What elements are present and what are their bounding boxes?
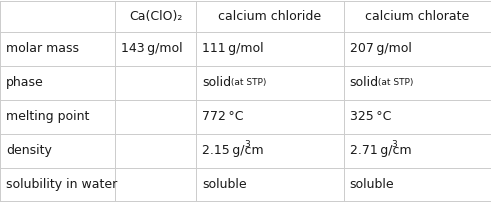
Text: 3: 3 — [244, 140, 250, 149]
Text: melting point: melting point — [6, 110, 89, 123]
Text: 325 °C: 325 °C — [350, 110, 391, 123]
Text: 772 °C: 772 °C — [202, 110, 244, 123]
Text: 111 g/mol: 111 g/mol — [202, 42, 264, 55]
Text: calcium chlorate: calcium chlorate — [365, 10, 469, 23]
Text: 3: 3 — [391, 140, 397, 149]
Text: (at STP): (at STP) — [228, 78, 266, 87]
Text: 2.71 g/cm: 2.71 g/cm — [350, 144, 411, 157]
Text: (at STP): (at STP) — [375, 78, 413, 87]
Text: Ca(ClO)₂: Ca(ClO)₂ — [129, 10, 183, 23]
Text: solid: solid — [202, 76, 231, 89]
Text: 143 g/mol: 143 g/mol — [121, 42, 183, 55]
Text: solubility in water: solubility in water — [6, 178, 117, 191]
Text: phase: phase — [6, 76, 44, 89]
Text: 207 g/mol: 207 g/mol — [350, 42, 411, 55]
Text: solid: solid — [350, 76, 379, 89]
Text: density: density — [6, 144, 52, 157]
Text: 2.15 g/cm: 2.15 g/cm — [202, 144, 264, 157]
Text: soluble: soluble — [202, 178, 247, 191]
Text: molar mass: molar mass — [6, 42, 79, 55]
Text: soluble: soluble — [350, 178, 394, 191]
Text: calcium chloride: calcium chloride — [218, 10, 322, 23]
